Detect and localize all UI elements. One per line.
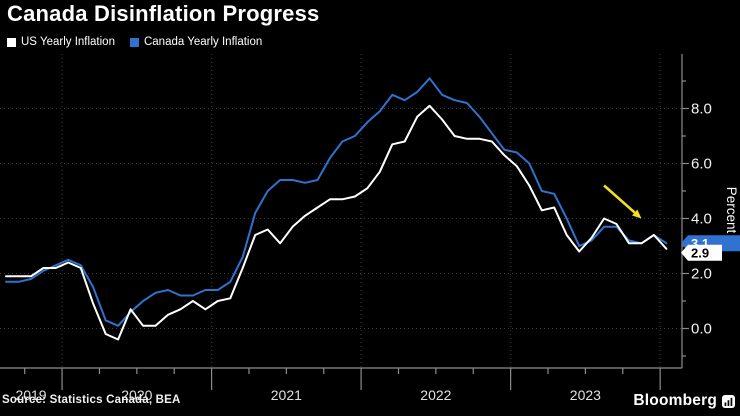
y-axis-title: Percent xyxy=(724,187,739,234)
bloomberg-chart-icon xyxy=(722,394,735,408)
bloomberg-wordmark: Bloomberg xyxy=(633,392,717,409)
page-title: Canada Disinflation Progress xyxy=(7,1,320,26)
x-tick-label: 2020 xyxy=(121,387,152,403)
series-line-canada xyxy=(5,104,668,341)
legend: US Yearly Inflation Canada Yearly Inflat… xyxy=(7,36,262,48)
bloomberg-logo: Bloomberg xyxy=(633,392,735,410)
y-tick-label: 8.0 xyxy=(691,101,712,118)
trend-arrow-head xyxy=(632,209,642,219)
x-tick-label: 2023 xyxy=(570,387,601,403)
axes xyxy=(0,54,689,390)
x-tick-labels: 2019 2020 2021 2022 2023 xyxy=(15,387,601,403)
y-tick-label: 4.0 xyxy=(691,211,712,228)
canada-series-swatch-icon xyxy=(7,37,16,47)
legend-label-us: Canada Yearly Inflation xyxy=(143,36,263,48)
source-note: Source: Statistics Canada, BEA xyxy=(2,394,181,406)
value-badge-shape xyxy=(681,244,722,261)
series-line-us xyxy=(5,77,668,327)
x-tick-label: 2022 xyxy=(420,387,451,403)
trend-arrow-shaft xyxy=(603,184,636,214)
y-tick-label: 0.0 xyxy=(691,321,712,338)
value-badge-text: 2.9 xyxy=(691,245,709,260)
x-tick-label: 2021 xyxy=(271,387,302,403)
y-tick-label: 2.0 xyxy=(691,266,712,283)
legend-item-canada: US Yearly Inflation xyxy=(7,36,115,48)
x-tick-label: 2019 xyxy=(15,387,46,403)
legend-label-canada: US Yearly Inflation xyxy=(21,36,115,48)
canada-value-badge: 2.9 xyxy=(681,244,722,261)
trend-arrow-icon xyxy=(603,184,642,219)
y-tick-label: 6.0 xyxy=(691,156,712,173)
us-series-swatch-icon xyxy=(129,37,139,47)
y-tick-labels: 0.0 2.0 4.0 6.0 8.0 xyxy=(691,101,712,338)
gridlines xyxy=(0,54,682,368)
legend-item-us: Canada Yearly Inflation xyxy=(129,36,263,48)
